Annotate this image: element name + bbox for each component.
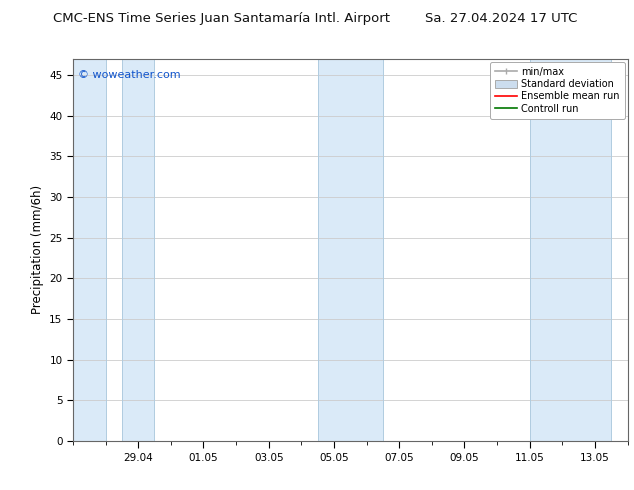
- Legend: min/max, Standard deviation, Ensemble mean run, Controll run: min/max, Standard deviation, Ensemble me…: [490, 62, 624, 119]
- Text: Sa. 27.04.2024 17 UTC: Sa. 27.04.2024 17 UTC: [425, 12, 577, 25]
- Bar: [318, 59, 383, 441]
- Y-axis label: Precipitation (mm/6h): Precipitation (mm/6h): [30, 185, 44, 315]
- Bar: [122, 59, 155, 441]
- Bar: [530, 59, 611, 441]
- Text: CMC-ENS Time Series Juan Santamaría Intl. Airport: CMC-ENS Time Series Juan Santamaría Intl…: [53, 12, 391, 25]
- Text: © woweather.com: © woweather.com: [79, 70, 181, 80]
- Bar: [73, 59, 105, 441]
